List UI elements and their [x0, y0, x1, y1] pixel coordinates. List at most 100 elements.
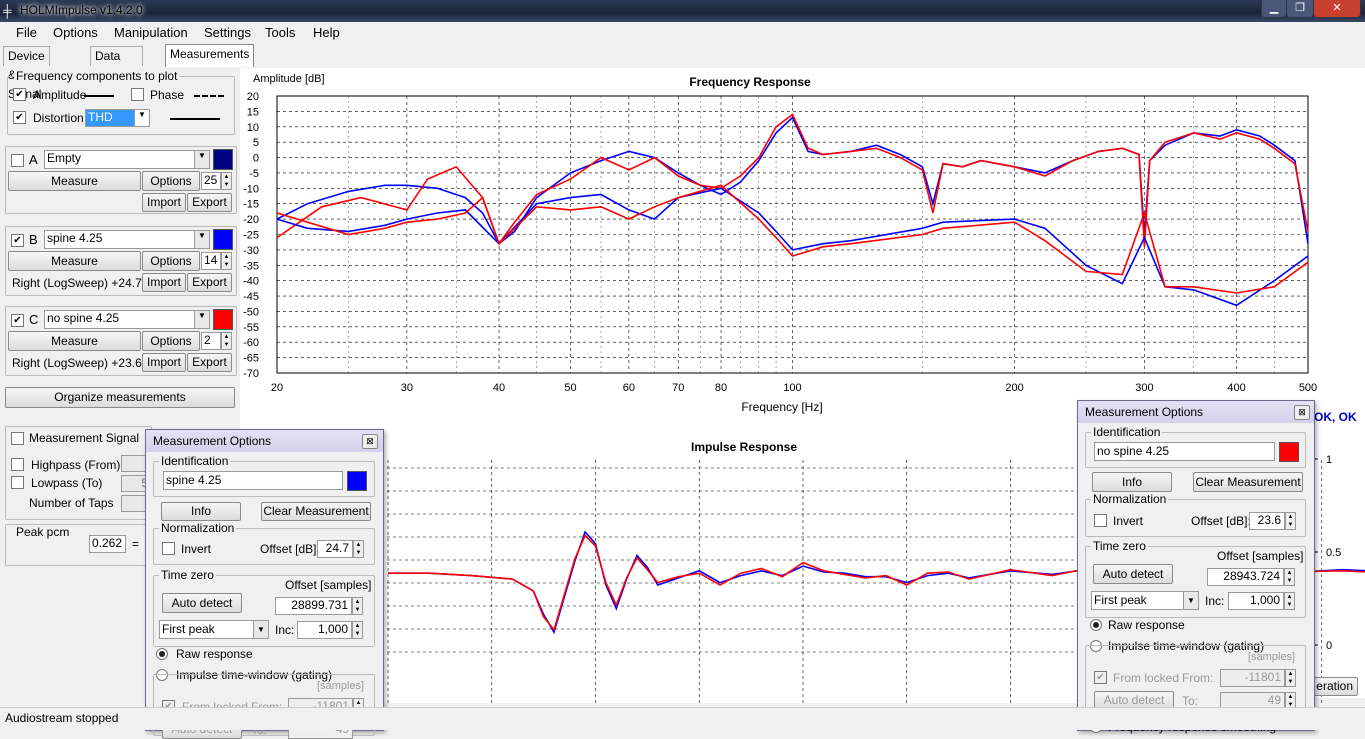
- inc-input[interactable]: 1,000: [297, 621, 352, 639]
- offset-db-spinner[interactable]: ▲ ▼: [1285, 512, 1296, 530]
- frequency-response-chart[interactable]: 20151050-5-10-15-20-25-30-35-40-45-50-55…: [240, 68, 1365, 423]
- chevron-down-icon[interactable]: ▼: [194, 231, 209, 248]
- y-axis-label: Amplitude [dB]: [253, 73, 325, 85]
- organize-measurements-button[interactable]: Organize measurements: [5, 387, 235, 408]
- series-line-distortion: [276, 184, 1309, 294]
- raw-response-radio[interactable]: [1090, 619, 1102, 631]
- export-b-button[interactable]: Export: [187, 273, 232, 292]
- avg-spinner[interactable]: ▲ ▼: [221, 172, 232, 190]
- chevron-down-icon[interactable]: ▼: [194, 311, 209, 328]
- measurement-a-avg[interactable]: 25: [201, 172, 221, 190]
- offset-samples-spinner[interactable]: ▲ ▼: [1284, 568, 1295, 586]
- phase-checkbox[interactable]: [131, 88, 144, 101]
- menu-help[interactable]: Help: [313, 25, 340, 40]
- from-spinner[interactable]: ▲▼: [1285, 669, 1296, 687]
- measure-b-button[interactable]: Measure: [8, 251, 141, 271]
- amplitude-checkbox[interactable]: ✔: [13, 88, 26, 101]
- chevron-down-icon[interactable]: ▼: [134, 110, 149, 126]
- offset-samples-input[interactable]: 28943.724: [1207, 568, 1284, 586]
- tab-device-signal[interactable]: Device & Signal: [3, 46, 50, 101]
- raw-response-radio[interactable]: [156, 648, 168, 660]
- chevron-down-icon[interactable]: ▼: [253, 621, 268, 638]
- auto-detect-button[interactable]: Auto detect: [162, 593, 242, 613]
- to-input[interactable]: 49: [1220, 692, 1285, 710]
- menu-manipulation[interactable]: Manipulation: [114, 25, 188, 40]
- options-a-button[interactable]: Options: [142, 171, 200, 191]
- offset-db-input[interactable]: 23.6: [1249, 512, 1285, 530]
- measurement-a-checkbox[interactable]: [11, 154, 24, 167]
- menu-settings[interactable]: Settings: [204, 25, 251, 40]
- measurement-b-color[interactable]: [213, 229, 233, 250]
- close-icon[interactable]: ⊠: [362, 434, 378, 449]
- dialog-b-info-button[interactable]: Info: [161, 502, 241, 521]
- measure-c-button[interactable]: Measure: [8, 331, 141, 351]
- import-a-button[interactable]: Import: [142, 193, 186, 212]
- maximize-button[interactable]: ❐: [1286, 0, 1314, 18]
- measurement-a-name[interactable]: Empty ▼: [44, 150, 210, 169]
- auto-detect-gating-button[interactable]: Auto detect: [1094, 691, 1174, 710]
- dialog-c-clear-button[interactable]: Clear Measurement: [1193, 472, 1303, 492]
- measurement-signal-checkbox[interactable]: [11, 432, 24, 445]
- offset-samples-input[interactable]: 28899.731: [275, 597, 352, 615]
- offset-samples-spinner[interactable]: ▲ ▼: [352, 597, 363, 615]
- dialog-b-color[interactable]: [347, 471, 367, 491]
- tab-data-analysis[interactable]: Data analysis: [90, 46, 144, 82]
- offset-db-spinner[interactable]: ▲ ▼: [353, 540, 364, 558]
- menu-tools[interactable]: Tools: [265, 25, 296, 40]
- close-button[interactable]: ✕: [1313, 0, 1361, 18]
- invert-checkbox[interactable]: [1094, 514, 1107, 527]
- dialog-c-name-input[interactable]: no spine 4.25: [1094, 442, 1275, 461]
- status-text: Audiostream stopped: [5, 711, 119, 725]
- measure-a-button[interactable]: Measure: [8, 171, 141, 191]
- gating-radio[interactable]: [1090, 640, 1102, 652]
- options-b-button[interactable]: Options: [142, 251, 200, 271]
- dialog-b-clear-button[interactable]: Clear Measurement: [261, 502, 371, 521]
- from-input[interactable]: -11801: [1220, 669, 1285, 687]
- auto-detect-button[interactable]: Auto detect: [1093, 564, 1173, 584]
- export-c-button[interactable]: Export: [187, 353, 232, 372]
- highpass-checkbox[interactable]: [11, 458, 24, 471]
- gating-radio[interactable]: [156, 669, 168, 681]
- measurement-c-name[interactable]: no spine 4.25 ▼: [44, 310, 210, 329]
- menu-file[interactable]: File: [16, 25, 37, 40]
- import-b-button[interactable]: Import: [142, 273, 186, 292]
- measurement-a-color[interactable]: [213, 149, 233, 170]
- invert-checkbox[interactable]: [162, 542, 175, 555]
- measurement-c-letter: C: [29, 312, 39, 327]
- chevron-down-icon[interactable]: ▼: [194, 151, 209, 168]
- tab-measurements[interactable]: Measurements: [165, 44, 255, 67]
- chevron-down-icon[interactable]: ▼: [1183, 592, 1198, 609]
- measurement-c-avg[interactable]: 2: [201, 332, 221, 350]
- distortion-checkbox[interactable]: ✔: [13, 111, 26, 124]
- options-c-button[interactable]: Options: [142, 331, 200, 351]
- inc-input[interactable]: 1,000: [1228, 592, 1284, 610]
- close-icon[interactable]: ⊠: [1294, 405, 1310, 420]
- measurement-c-color[interactable]: [213, 309, 233, 330]
- chart-panel: 20 15 10 5 0 -5 -10 -15 -20 -25 -30 -35 -40 -45 -50 -55…: [240, 68, 1365, 703]
- avg-spinner[interactable]: ▲ ▼: [221, 252, 232, 270]
- menu-options[interactable]: Options: [53, 25, 98, 40]
- offset-db-input[interactable]: 24.7: [317, 540, 353, 558]
- dialog-c-info-button[interactable]: Info: [1092, 472, 1172, 492]
- measurement-c-checkbox[interactable]: ✔: [11, 314, 24, 327]
- inc-spinner[interactable]: ▲ ▼: [352, 621, 363, 639]
- dialog-b-name-input[interactable]: spine 4.25: [163, 471, 343, 490]
- lowpass-checkbox[interactable]: [11, 476, 24, 489]
- invert-label: Invert: [181, 542, 212, 556]
- y-tick-label: -20: [243, 214, 259, 226]
- avg-spinner[interactable]: ▲ ▼: [221, 332, 232, 350]
- measurement-b-name[interactable]: spine 4.25 ▼: [44, 230, 210, 249]
- measurement-b-checkbox[interactable]: ✔: [11, 234, 24, 247]
- distortion-type-select[interactable]: THD ▼: [85, 109, 150, 127]
- dialog-c-color[interactable]: [1279, 442, 1299, 462]
- peak-mode-select[interactable]: First peak ▼: [1091, 591, 1199, 610]
- identification-label: Identification: [1091, 425, 1163, 439]
- measurement-b-avg[interactable]: 14: [201, 252, 221, 270]
- import-c-button[interactable]: Import: [142, 353, 186, 372]
- inc-spinner[interactable]: ▲ ▼: [1284, 592, 1295, 610]
- from-locked-checkbox[interactable]: ✔: [1094, 671, 1107, 684]
- export-a-button[interactable]: Export: [187, 193, 232, 212]
- y-tick-label: 5: [253, 137, 259, 149]
- peak-mode-select[interactable]: First peak ▼: [159, 620, 269, 639]
- minimize-button[interactable]: ▁: [1261, 0, 1287, 18]
